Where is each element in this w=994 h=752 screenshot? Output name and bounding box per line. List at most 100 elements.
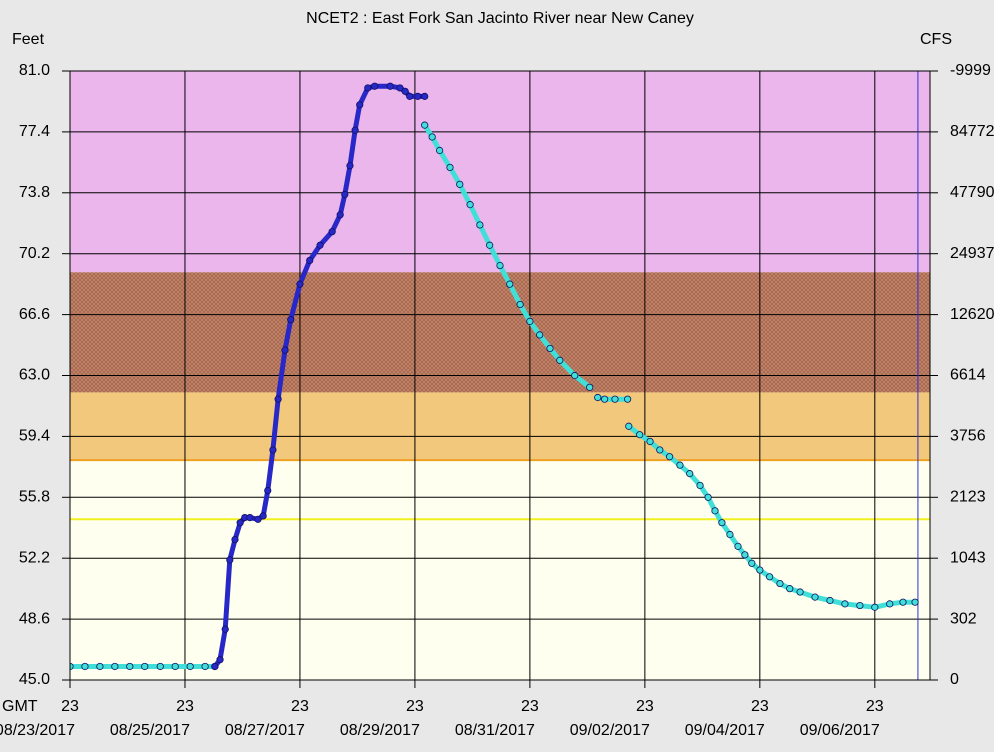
data-point [665,453,674,461]
y2-tick-label: -9999 [950,62,991,79]
plot-background [70,71,930,680]
data-point [428,133,436,141]
y-tick-label: 63.0 [19,367,50,384]
axes: 81.0 -9999 77.4 84772 73.8 47790 70.2 24937 66.6… [0,62,994,739]
y2-tick-label: 1043 [950,549,986,566]
x-tick-label: 23 [406,698,424,715]
data-point [625,422,633,430]
y-tick-label: 77.4 [19,123,50,140]
data-point [171,662,179,671]
data-point [269,446,277,454]
x-date-label: 08/25/2017 [110,722,190,739]
y-tick-label: 70.2 [19,245,50,262]
data-point [899,598,907,606]
y2-tick-label: 6614 [950,367,986,384]
data-point [636,431,644,439]
data-point [696,481,704,490]
data-point [386,82,394,90]
data-point [281,346,289,354]
x-date-label: 08/27/2017 [225,722,305,739]
data-point [856,601,864,610]
data-point [748,559,756,567]
data-point [871,603,879,611]
x-date-label: 08/23/2017 [0,722,75,739]
data-point [476,221,484,229]
stage-band-hatch [70,272,930,393]
y-tick-label: 59.4 [19,428,50,445]
data-point [201,662,209,671]
y2-tick-label: 302 [950,610,977,627]
data-point [211,662,219,671]
plot-frame [69,70,931,681]
data-point [316,241,324,249]
y-axis-title: Feet [12,31,45,48]
data-point [718,519,726,527]
data-point [287,316,295,324]
data-point [646,437,654,446]
data-point [231,535,239,544]
data-point [594,393,602,402]
data-point [236,519,244,527]
data-point [624,395,632,403]
data-point [506,280,514,288]
x-tick-label: 23 [61,698,79,715]
data-point [741,551,749,559]
stage-band [70,71,930,273]
data-point [446,163,454,172]
data-point [351,126,359,134]
data-point [811,593,819,601]
data-point [401,87,409,95]
data-point [156,662,164,671]
x-date-label: 09/02/2017 [570,722,650,739]
x-date-label: 08/29/2017 [340,722,420,739]
data-point [826,596,834,605]
y2-tick-label: 0 [950,671,959,688]
data-point [571,371,579,380]
data-point [786,585,794,593]
data-point [246,513,254,522]
data-point [96,662,104,671]
y2-tick-label: 3756 [950,428,986,445]
data-point [536,331,544,339]
data-point [111,662,119,671]
x-axis-title: GMT [2,698,38,715]
x-tick-label: 23 [751,698,769,715]
data-point [526,317,534,325]
data-point [776,579,784,588]
data-point [734,542,742,550]
y2-tick-label: 24937 [950,245,994,262]
data-point [756,566,764,574]
data-point [226,556,234,564]
x-tick-label: 23 [291,698,309,715]
x-date-label: 09/06/2017 [800,722,880,739]
data-point [436,146,444,155]
data-point [328,228,336,236]
data-point [254,515,262,523]
data-point [259,512,267,520]
data-point [406,92,414,100]
y-tick-label: 48.6 [19,610,50,627]
y2-tick-label: 47790 [950,184,994,201]
stage-band [70,460,930,680]
data-point [414,92,422,100]
y-tick-label: 66.6 [19,306,50,323]
data-point [711,507,719,515]
data-point [546,344,554,353]
data-point [726,530,734,539]
y2-tick-label: 2123 [950,489,986,506]
data-point [216,656,224,664]
stage-band [70,392,930,461]
x-date-label: 09/04/2017 [685,722,765,739]
data-point [81,662,89,671]
data-point [704,493,712,501]
data-point [601,395,609,403]
data-point [911,598,919,606]
y-tick-label: 81.0 [19,62,50,79]
data-point [371,82,379,90]
data-point [466,201,474,209]
x-date-label: 08/31/2017 [455,722,535,739]
x-tick-label: 23 [176,698,194,715]
data-point [456,180,464,188]
data-point [766,573,774,581]
data-point [611,395,619,403]
